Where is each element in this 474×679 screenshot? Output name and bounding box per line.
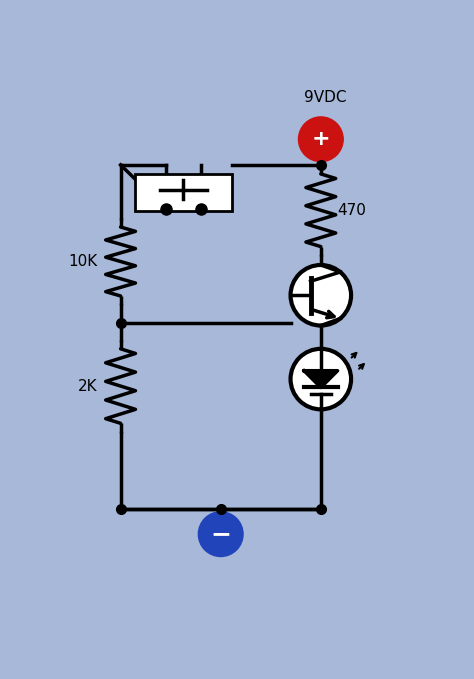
Circle shape (299, 117, 343, 162)
Text: 10K: 10K (68, 254, 97, 269)
Text: 9VDC: 9VDC (304, 90, 346, 105)
Text: +: + (311, 129, 330, 149)
Bar (135, 175, 232, 211)
Circle shape (291, 349, 351, 409)
Text: 2K: 2K (78, 379, 97, 394)
Text: 470: 470 (337, 203, 366, 218)
Circle shape (198, 512, 243, 557)
Text: −: − (210, 522, 231, 546)
Circle shape (291, 265, 351, 325)
Polygon shape (304, 371, 337, 388)
